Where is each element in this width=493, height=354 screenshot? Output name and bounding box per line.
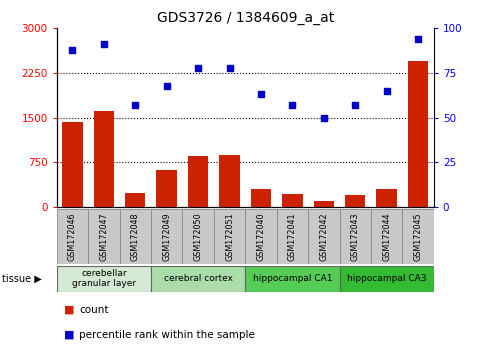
Bar: [125, 193, 145, 207]
Bar: [119, 209, 151, 264]
Title: GDS3726 / 1384609_a_at: GDS3726 / 1384609_a_at: [157, 11, 334, 24]
Bar: [308, 209, 340, 264]
Text: percentile rank within the sample: percentile rank within the sample: [79, 330, 255, 339]
Bar: [219, 155, 240, 207]
Bar: [377, 189, 397, 207]
Bar: [151, 209, 182, 264]
Bar: [277, 209, 308, 264]
Bar: [408, 61, 428, 207]
Text: GSM172043: GSM172043: [351, 212, 360, 261]
Bar: [340, 209, 371, 264]
Text: GSM172049: GSM172049: [162, 212, 171, 261]
Bar: [340, 266, 434, 292]
Point: [131, 102, 139, 108]
Bar: [94, 110, 114, 207]
Bar: [88, 209, 119, 264]
Bar: [345, 195, 365, 207]
Point: [383, 88, 390, 94]
Bar: [282, 194, 303, 207]
Bar: [57, 266, 151, 292]
Point: [194, 65, 202, 70]
Bar: [188, 156, 209, 207]
Text: GSM172048: GSM172048: [131, 212, 140, 261]
Text: GSM172051: GSM172051: [225, 212, 234, 261]
Text: GSM172045: GSM172045: [414, 212, 423, 261]
Bar: [182, 209, 214, 264]
Point: [226, 65, 234, 70]
Point: [414, 36, 422, 42]
Text: tissue ▶: tissue ▶: [2, 274, 42, 284]
Bar: [402, 209, 434, 264]
Text: cerebellar
granular layer: cerebellar granular layer: [72, 269, 136, 289]
Text: GSM172044: GSM172044: [382, 212, 391, 261]
Bar: [245, 266, 340, 292]
Bar: [214, 209, 246, 264]
Text: GSM172046: GSM172046: [68, 212, 77, 261]
Point: [320, 115, 328, 121]
Point: [100, 41, 108, 47]
Text: hippocampal CA1: hippocampal CA1: [252, 274, 332, 283]
Text: ■: ■: [64, 330, 74, 339]
Text: GSM172047: GSM172047: [99, 212, 108, 261]
Bar: [251, 189, 271, 207]
Text: hippocampal CA3: hippocampal CA3: [347, 274, 426, 283]
Text: GSM172041: GSM172041: [288, 212, 297, 261]
Point: [352, 102, 359, 108]
Bar: [245, 209, 277, 264]
Point: [288, 102, 296, 108]
Point: [257, 92, 265, 97]
Text: count: count: [79, 305, 108, 315]
Text: GSM172040: GSM172040: [256, 212, 266, 261]
Bar: [151, 266, 245, 292]
Text: GSM172042: GSM172042: [319, 212, 328, 261]
Bar: [371, 209, 402, 264]
Bar: [57, 209, 88, 264]
Bar: [62, 122, 83, 207]
Text: GSM172050: GSM172050: [194, 212, 203, 261]
Text: ■: ■: [64, 305, 74, 315]
Bar: [156, 170, 177, 207]
Bar: [314, 201, 334, 207]
Point: [163, 83, 171, 88]
Text: cerebral cortex: cerebral cortex: [164, 274, 233, 283]
Point: [69, 47, 76, 53]
